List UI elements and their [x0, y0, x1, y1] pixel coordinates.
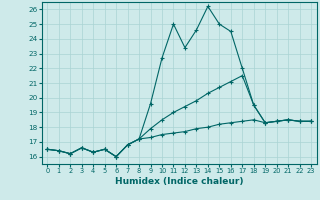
X-axis label: Humidex (Indice chaleur): Humidex (Indice chaleur) [115, 177, 244, 186]
